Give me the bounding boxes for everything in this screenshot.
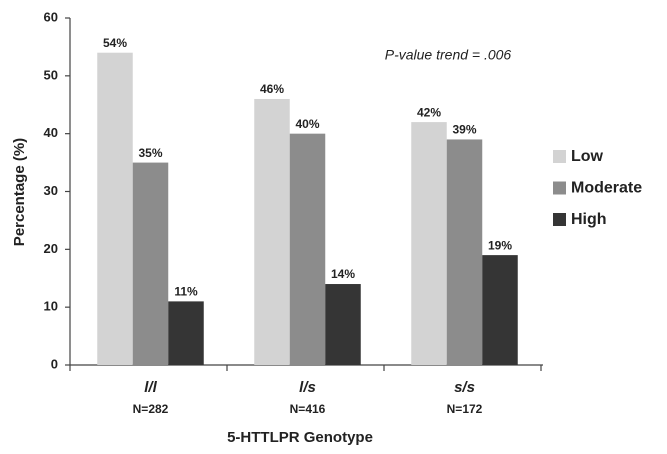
- legend-swatch: [553, 213, 566, 226]
- value-label: 35%: [138, 146, 162, 160]
- x-tick-sublabel: N=172: [447, 402, 483, 416]
- bar: [446, 139, 483, 365]
- bar: [411, 122, 447, 365]
- y-tick-label: 40: [44, 125, 58, 140]
- y-tick-label: 0: [51, 356, 58, 371]
- x-axis-title: 5-HTTLPR Genotype: [227, 429, 373, 446]
- bar: [289, 133, 326, 365]
- bar: [254, 98, 290, 365]
- y-tick-label: 50: [44, 67, 58, 82]
- legend-swatch: [553, 150, 566, 163]
- y-tick-label: 30: [44, 183, 58, 198]
- x-tick-sublabel: N=282: [133, 402, 169, 416]
- bar: [132, 162, 169, 365]
- legend-label: Moderate: [571, 180, 642, 197]
- legend-label: Low: [571, 148, 604, 165]
- value-label: 42%: [417, 105, 441, 119]
- x-tick-label: s/s: [454, 379, 475, 396]
- value-label: 54%: [103, 36, 127, 50]
- value-label: 46%: [260, 82, 284, 96]
- value-label: 40%: [295, 117, 319, 131]
- y-tick-label: 10: [44, 299, 58, 314]
- bar: [97, 52, 133, 365]
- value-label: 19%: [488, 238, 512, 252]
- y-axis-title: Percentage (%): [11, 138, 28, 246]
- bar: [482, 255, 518, 365]
- bar: [325, 284, 361, 365]
- y-tick-label: 20: [44, 241, 58, 256]
- legend-swatch: [553, 181, 566, 195]
- annotation: P-value trend = .006: [385, 47, 512, 63]
- value-label: 39%: [452, 123, 476, 137]
- value-label: 14%: [331, 267, 355, 281]
- x-tick-sublabel: N=416: [290, 402, 326, 416]
- x-tick-label: l/s: [299, 379, 316, 396]
- y-tick-label: 60: [44, 9, 58, 24]
- legend-label: High: [571, 211, 607, 228]
- value-label: 11%: [174, 285, 198, 299]
- bar: [168, 301, 204, 365]
- x-tick-label: l/l: [144, 379, 157, 396]
